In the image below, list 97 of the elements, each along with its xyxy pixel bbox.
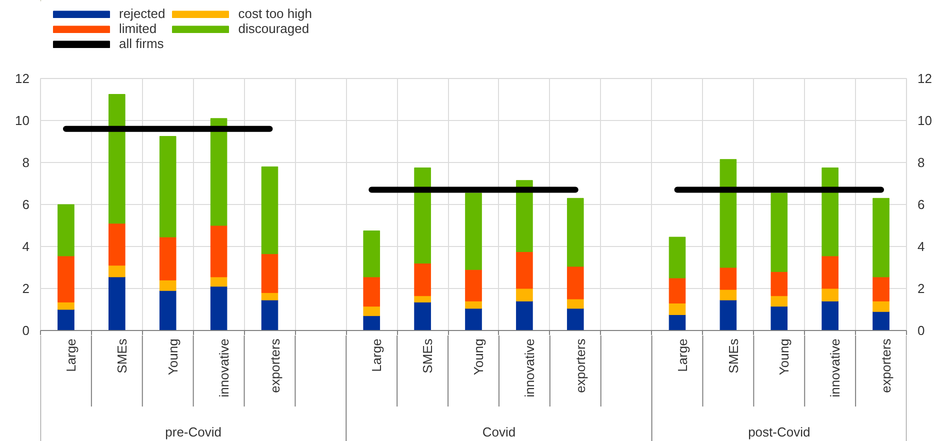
bar bbox=[516, 300, 533, 330]
bar bbox=[159, 290, 176, 330]
text: post-Covid bbox=[748, 424, 810, 440]
y-tick-label: 8 bbox=[22, 155, 30, 170]
x-tick-label: Young bbox=[165, 338, 180, 376]
bar bbox=[108, 94, 126, 224]
bar bbox=[261, 166, 278, 254]
bar bbox=[720, 300, 737, 330]
y2-tick-label: 4 bbox=[918, 239, 925, 254]
y2-tick-label: 8 bbox=[918, 155, 925, 170]
bar bbox=[261, 292, 278, 300]
bar bbox=[159, 280, 176, 291]
bar bbox=[822, 168, 838, 256]
bar bbox=[668, 314, 686, 330]
text: Covid bbox=[482, 424, 516, 440]
bar bbox=[159, 136, 176, 238]
bar bbox=[58, 256, 74, 302]
bar bbox=[159, 236, 176, 280]
x-tick-label: SMEs bbox=[726, 338, 741, 374]
bar bbox=[566, 308, 584, 330]
x-tick-label: exporters bbox=[267, 338, 282, 393]
bar bbox=[261, 254, 278, 293]
bar bbox=[770, 192, 788, 272]
bar bbox=[516, 288, 533, 302]
bar bbox=[516, 252, 533, 289]
x-tick-label: Large bbox=[369, 338, 384, 372]
x-tick-label: Large bbox=[674, 338, 690, 372]
y2-tick-label: 2 bbox=[918, 281, 925, 296]
bar bbox=[58, 309, 74, 330]
bar bbox=[261, 300, 278, 330]
x-tick-label: exporters bbox=[878, 338, 894, 393]
y-tick-label: 6 bbox=[22, 197, 30, 212]
bar bbox=[822, 300, 838, 330]
legend-label: discouraged bbox=[238, 21, 310, 36]
bar bbox=[668, 302, 686, 315]
bar bbox=[566, 266, 584, 300]
x-tick-label: innovative bbox=[216, 338, 232, 398]
bar bbox=[770, 271, 788, 296]
bar bbox=[363, 306, 380, 316]
bar bbox=[872, 198, 890, 278]
legend-label: cost too high bbox=[238, 6, 312, 21]
bar bbox=[108, 265, 126, 278]
x-tick-label: Young bbox=[776, 338, 792, 376]
y2-tick-label: 10 bbox=[918, 113, 932, 128]
y2-tick-label: 0 bbox=[918, 323, 925, 338]
x-tick-label: SMEs bbox=[420, 338, 436, 374]
bar bbox=[872, 276, 890, 302]
x-tick-label: exporters bbox=[572, 338, 588, 393]
bar bbox=[58, 302, 74, 310]
x-tick-label: innovative bbox=[828, 338, 843, 398]
bar bbox=[414, 296, 431, 302]
y2-tick-label: 6 bbox=[918, 197, 925, 212]
bar bbox=[414, 302, 431, 330]
bar bbox=[465, 300, 482, 309]
bar bbox=[770, 296, 788, 307]
bar bbox=[363, 316, 380, 330]
bar bbox=[210, 286, 228, 330]
bar bbox=[210, 276, 228, 287]
y-tick-label: 10 bbox=[15, 113, 30, 128]
y-tick-label: 2 bbox=[22, 281, 30, 296]
legend-label: all firms bbox=[119, 36, 164, 51]
legend-label: limited bbox=[119, 21, 157, 36]
bar bbox=[465, 269, 482, 302]
bar bbox=[465, 308, 482, 330]
bar bbox=[516, 180, 533, 252]
text: pre-Covid bbox=[165, 424, 222, 440]
bar bbox=[720, 267, 737, 290]
x-tick-label: SMEs bbox=[114, 338, 130, 374]
bar bbox=[566, 198, 584, 267]
bar bbox=[668, 236, 686, 278]
bar bbox=[872, 300, 890, 312]
bar bbox=[108, 276, 126, 330]
bar bbox=[465, 192, 482, 270]
y2-tick-label: 12 bbox=[918, 71, 932, 86]
bar bbox=[210, 225, 228, 278]
bar bbox=[363, 230, 380, 278]
bar bbox=[210, 118, 228, 226]
y-tick-label: 12 bbox=[15, 71, 30, 86]
y-tick-label: 4 bbox=[22, 239, 30, 254]
bar bbox=[414, 263, 431, 296]
legend-label: rejected bbox=[119, 6, 166, 21]
bar bbox=[668, 278, 686, 304]
x-tick-label: Young bbox=[471, 338, 486, 376]
bar bbox=[566, 298, 584, 309]
bar bbox=[414, 168, 431, 264]
bar bbox=[770, 306, 788, 330]
bar bbox=[720, 289, 737, 300]
bar bbox=[720, 159, 737, 268]
y-tick-label: 0 bbox=[22, 323, 30, 338]
bar bbox=[822, 288, 838, 302]
x-tick-label: Large bbox=[64, 338, 79, 372]
bar bbox=[822, 256, 838, 289]
bar bbox=[872, 311, 890, 330]
bar bbox=[363, 276, 380, 307]
x-tick-label: innovative bbox=[522, 338, 538, 398]
bar bbox=[108, 223, 126, 266]
bar bbox=[58, 204, 74, 256]
